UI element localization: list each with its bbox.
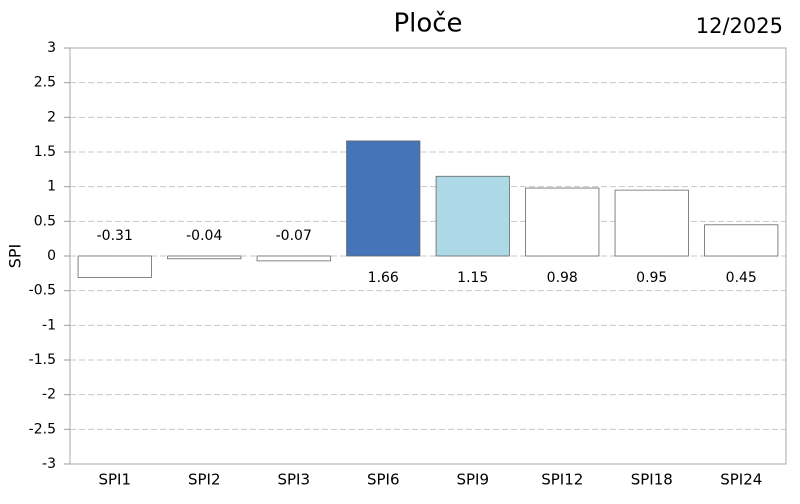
data-label: 0.98 [547,270,578,286]
data-label: -0.31 [97,228,133,244]
data-label: 0.45 [726,270,757,286]
y-tick-label: 1 [47,179,56,195]
y-tick-label: -1 [42,317,56,333]
y-axis-label: SPI [6,244,25,269]
plot-frame [69,47,787,465]
bar [435,175,510,257]
bar [77,255,152,278]
data-label: 1.15 [457,270,488,286]
data-label: -0.04 [186,228,222,244]
y-tick-label: 3 [47,40,56,56]
x-tick-label: SPI9 [456,471,489,489]
bar [346,140,421,257]
y-tick-label: 0 [47,248,56,264]
x-tick-label: SPI12 [541,471,583,489]
bar [256,255,331,262]
data-label: -0.07 [276,228,312,244]
x-tick-label: SPI3 [277,471,310,489]
x-tick-label: SPI1 [98,471,131,489]
y-tick-label: 2.5 [34,75,56,91]
data-label: 0.95 [636,270,667,286]
bar [614,189,689,257]
bar [525,187,600,257]
x-tick-label: SPI24 [720,471,762,489]
bar [704,224,779,257]
x-tick-label: SPI2 [188,471,221,489]
y-tick-label: -1.5 [29,352,56,368]
y-tick-label: 2 [47,109,56,125]
y-tick-label: -3 [42,456,56,472]
chart-title: Ploče [393,9,462,39]
y-tick-label: -2 [42,387,56,403]
x-tick-label: SPI18 [631,471,673,489]
y-tick-label: 1.5 [34,144,56,160]
x-tick-label: SPI6 [367,471,400,489]
bar [167,255,242,260]
y-tick-label: 0.5 [34,213,56,229]
y-tick-label: -2.5 [29,421,56,437]
chart-date: 12/2025 [696,14,783,38]
y-tick-label: -0.5 [29,283,56,299]
data-label: 1.66 [368,270,399,286]
